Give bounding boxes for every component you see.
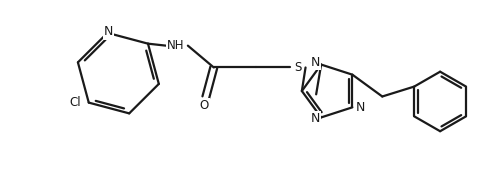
Text: O: O <box>199 99 208 112</box>
Text: N: N <box>104 25 113 38</box>
Text: N: N <box>356 101 364 114</box>
Text: Cl: Cl <box>69 96 81 109</box>
Text: NH: NH <box>167 39 184 52</box>
Text: N: N <box>311 112 320 125</box>
Text: N: N <box>311 56 320 69</box>
Text: S: S <box>294 61 302 74</box>
